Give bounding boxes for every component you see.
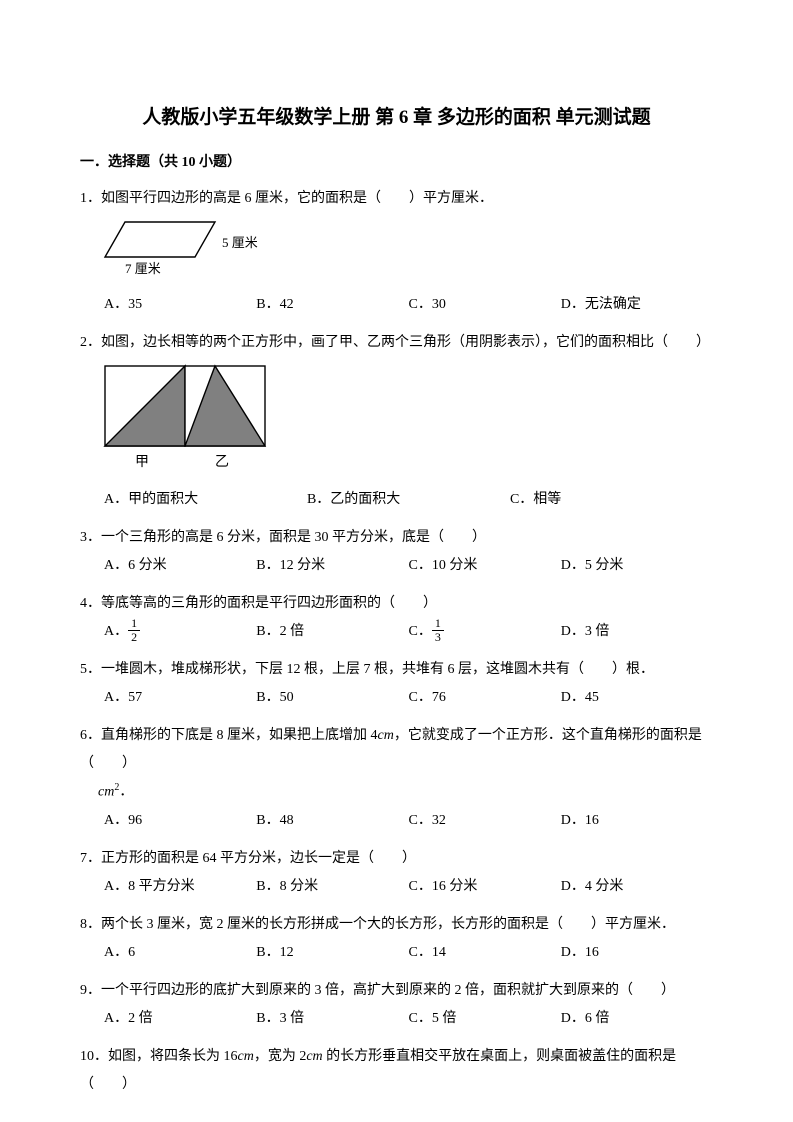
question-text: 7．正方形的面积是 64 平方分米，边长一定是（ ） (80, 845, 713, 873)
options: A．35 B．42 C．30 D．无法确定 (80, 291, 713, 319)
option-c: C．13 (409, 618, 561, 646)
option-d: D．6 倍 (561, 1005, 713, 1033)
option-c: C．30 (409, 291, 561, 319)
question-text-unit: cm2． (80, 778, 713, 807)
option-a: A．甲的面积大 (104, 486, 307, 514)
option-d: D．3 倍 (561, 618, 713, 646)
question-4: 4．等底等高的三角形的面积是平行四边形面积的（ ） A．12 B．2 倍 C．1… (80, 590, 713, 646)
figure-two-squares: 甲 乙 (100, 361, 713, 482)
option-d: D．5 分米 (561, 552, 713, 580)
question-text: 5．一堆圆木，堆成梯形状，下层 12 根，上层 7 根，共堆有 6 层，这堆圆木… (80, 656, 713, 684)
option-a: A．2 倍 (104, 1005, 256, 1033)
option-b: B．50 (256, 684, 408, 712)
page: 人教版小学五年级数学上册 第 6 章 多边形的面积 单元测试题 一．选择题（共 … (0, 0, 793, 1122)
option-b: B．3 倍 (256, 1005, 408, 1033)
question-text: 8．两个长 3 厘米，宽 2 厘米的长方形拼成一个大的长方形，长方形的面积是（ … (80, 911, 713, 939)
option-d: D．45 (561, 684, 713, 712)
question-text: 3．一个三角形的高是 6 分米，面积是 30 平方分米，底是（ ） (80, 524, 713, 552)
option-a: A．96 (104, 807, 256, 835)
options: A．6 分米 B．12 分米 C．10 分米 D．5 分米 (80, 552, 713, 580)
question-1: 1．如图平行四边形的高是 6 厘米，它的面积是（ ）平方厘米． 5 厘米 7 厘… (80, 185, 713, 320)
options: A．8 平方分米 B．8 分米 C．16 分米 D．4 分米 (80, 873, 713, 901)
question-3: 3．一个三角形的高是 6 分米，面积是 30 平方分米，底是（ ） A．6 分米… (80, 524, 713, 580)
option-d: D．16 (561, 807, 713, 835)
fraction-icon: 13 (432, 617, 444, 644)
figure-parallelogram: 5 厘米 7 厘米 (100, 217, 713, 288)
option-a: A．12 (104, 618, 256, 646)
options: A．6 B．12 C．14 D．16 (80, 939, 713, 967)
options: A．甲的面积大 B．乙的面积大 C．相等 (80, 486, 713, 514)
option-c: C．76 (409, 684, 561, 712)
option-b: B．48 (256, 807, 408, 835)
question-6: 6．直角梯形的下底是 8 厘米，如果把上底增加 4cm，它就变成了一个正方形．这… (80, 722, 713, 835)
question-text: 9．一个平行四边形的底扩大到原来的 3 倍，高扩大到原来的 2 倍，面积就扩大到… (80, 977, 713, 1005)
section-header: 一．选择题（共 10 小题） (80, 150, 713, 177)
question-7: 7．正方形的面积是 64 平方分米，边长一定是（ ） A．8 平方分米 B．8 … (80, 845, 713, 901)
label-base: 7 厘米 (125, 261, 161, 276)
option-b: B．12 分米 (256, 552, 408, 580)
label-right: 乙 (215, 454, 229, 470)
option-a: A．6 (104, 939, 256, 967)
question-text: 10．如图，将四条长为 16cm，宽为 2cm 的长方形垂直相交平放在桌面上，则… (80, 1043, 713, 1099)
question-text: 6．直角梯形的下底是 8 厘米，如果把上底增加 4cm，它就变成了一个正方形．这… (80, 722, 713, 778)
options: A．12 B．2 倍 C．13 D．3 倍 (80, 618, 713, 646)
option-b: B．8 分米 (256, 873, 408, 901)
label-side: 5 厘米 (222, 235, 258, 250)
fraction-icon: 12 (128, 617, 140, 644)
option-d: D．16 (561, 939, 713, 967)
question-text: 2．如图，边长相等的两个正方形中，画了甲、乙两个三角形（用阴影表示），它们的面积… (80, 329, 713, 357)
option-a: A．6 分米 (104, 552, 256, 580)
option-b: B．12 (256, 939, 408, 967)
option-c: C．10 分米 (409, 552, 561, 580)
question-8: 8．两个长 3 厘米，宽 2 厘米的长方形拼成一个大的长方形，长方形的面积是（ … (80, 911, 713, 967)
question-9: 9．一个平行四边形的底扩大到原来的 3 倍，高扩大到原来的 2 倍，面积就扩大到… (80, 977, 713, 1033)
option-b: B．42 (256, 291, 408, 319)
option-b: B．2 倍 (256, 618, 408, 646)
option-a: A．8 平方分米 (104, 873, 256, 901)
option-d: D．4 分米 (561, 873, 713, 901)
question-10: 10．如图，将四条长为 16cm，宽为 2cm 的长方形垂直相交平放在桌面上，则… (80, 1043, 713, 1099)
options: A．2 倍 B．3 倍 C．5 倍 D．6 倍 (80, 1005, 713, 1033)
question-text: 1．如图平行四边形的高是 6 厘米，它的面积是（ ）平方厘米． (80, 185, 713, 213)
option-c: C．16 分米 (409, 873, 561, 901)
option-c: C．32 (409, 807, 561, 835)
option-c: C．14 (409, 939, 561, 967)
option-d: D．无法确定 (561, 291, 713, 319)
page-title: 人教版小学五年级数学上册 第 6 章 多边形的面积 单元测试题 (80, 100, 713, 136)
option-b: B．乙的面积大 (307, 486, 510, 514)
question-5: 5．一堆圆木，堆成梯形状，下层 12 根，上层 7 根，共堆有 6 层，这堆圆木… (80, 656, 713, 712)
question-2: 2．如图，边长相等的两个正方形中，画了甲、乙两个三角形（用阴影表示），它们的面积… (80, 329, 713, 514)
option-c: C．5 倍 (409, 1005, 561, 1033)
option-a: A．57 (104, 684, 256, 712)
options: A．96 B．48 C．32 D．16 (80, 807, 713, 835)
label-left: 甲 (135, 455, 149, 470)
options: A．57 B．50 C．76 D．45 (80, 684, 713, 712)
option-c: C．相等 (510, 486, 713, 514)
option-a: A．35 (104, 291, 256, 319)
question-text: 4．等底等高的三角形的面积是平行四边形面积的（ ） (80, 590, 713, 618)
